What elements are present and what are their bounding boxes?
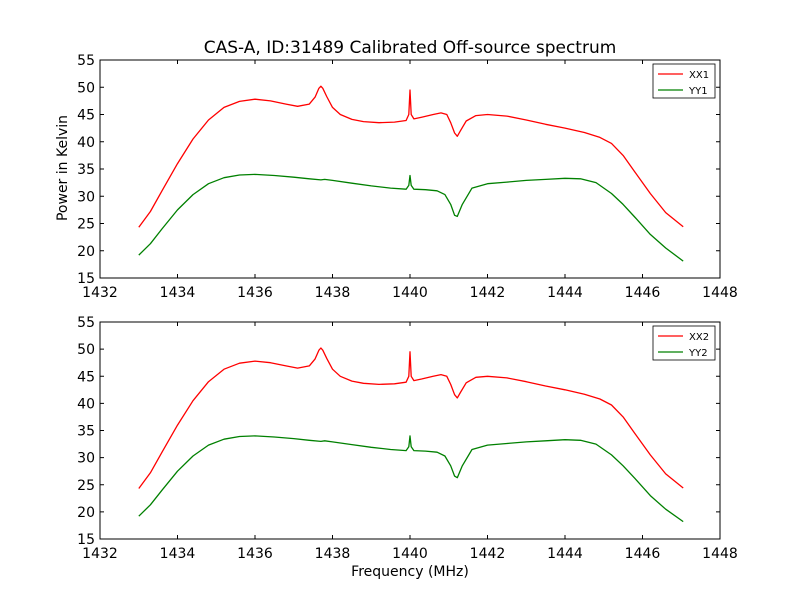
y-tick-label: 25 [77,217,95,233]
x-tick-label: 1448 [702,546,738,562]
y-tick-label: 45 [77,369,95,385]
x-tick-label: 1440 [392,546,428,562]
y-tick-label: 50 [77,342,95,358]
y-axis-label: Power in Kelvin [55,115,71,221]
x-axis-label: Frequency (MHz) [351,564,469,580]
x-tick-label: 1434 [160,546,196,562]
series-line-yy1 [138,173,684,262]
legend-box [652,63,716,99]
legend-label-yy1: YY1 [688,86,708,97]
bottom-subplot: 1432 1434 1436 1438 1440 1442 1444 1446 1448 15 20… [77,315,738,562]
x-tick-label: 1436 [237,285,273,301]
y-tick-label: 50 [77,80,95,96]
x-tick-label: 1444 [547,285,583,301]
y-tick-label: 55 [77,53,95,69]
y-tick-label: 40 [77,135,95,151]
legend-label-xx2: XX2 [689,332,709,343]
figure-title: CAS-A, ID:31489 Calibrated Off-source sp… [204,38,617,58]
legend-box [652,325,716,361]
x-tick-label: 1436 [237,546,273,562]
y-tick-label: 30 [77,189,95,205]
legend-label-yy2: YY2 [688,348,708,359]
x-tick-label: 1446 [625,285,661,301]
x-tick-label: 1448 [702,285,738,301]
y-tick-label: 55 [77,315,95,331]
y-tick-label: 15 [77,532,95,548]
series-line-xx2 [138,347,684,489]
x-tick-label: 1432 [82,285,118,301]
y-tick-label: 20 [77,244,95,260]
y-tick-label: 40 [77,396,95,412]
x-tick-label: 1432 [82,546,118,562]
y-tick-label: 20 [77,505,95,521]
x-tick-label: 1438 [315,546,351,562]
y-tick-label: 15 [77,271,95,287]
y-tick-label: 35 [77,424,95,440]
x-tick-label: 1440 [392,285,428,301]
legend-label-xx1: XX1 [689,70,709,81]
y-tick-label: 30 [77,451,95,467]
y-tick-label: 25 [77,478,95,494]
top-subplot: 1432 1434 1436 1438 1440 1442 1444 1446 1448 15 20… [77,53,738,301]
y-tick-label: 35 [77,162,95,178]
x-tick-label: 1446 [625,546,661,562]
x-tick-label: 1444 [547,546,583,562]
x-tick-label: 1434 [160,285,196,301]
series-line-xx1 [138,85,684,228]
y-tick-label: 45 [77,108,95,124]
x-tick-label: 1442 [470,546,506,562]
series-line-yy2 [138,435,684,523]
x-tick-label: 1438 [315,285,351,301]
x-tick-label: 1442 [470,285,506,301]
